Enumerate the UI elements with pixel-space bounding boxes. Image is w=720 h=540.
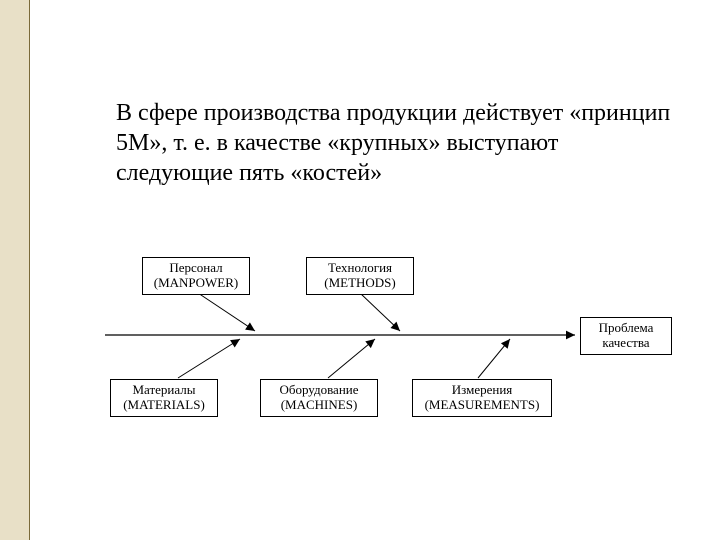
node-line2: (MANPOWER) xyxy=(149,276,243,291)
node-line2: (MATERIALS) xyxy=(117,398,211,413)
node-machines: Оборудование(MACHINES) xyxy=(260,379,378,417)
node-methods: Технология(METHODS) xyxy=(306,257,414,295)
intro-text: В сфере производства продукции действует… xyxy=(116,98,676,188)
node-measurements: Измерения(MEASUREMENTS) xyxy=(412,379,552,417)
node-materials: Материалы(MATERIALS) xyxy=(110,379,218,417)
fishbone-diagram: Персонал(MANPOWER) Технология(METHODS) Мат… xyxy=(80,245,680,445)
node-line2: качества xyxy=(587,336,665,351)
node-line2: (METHODS) xyxy=(313,276,407,291)
leftstrip-border xyxy=(29,0,30,540)
left-decor-strip xyxy=(0,0,30,540)
leftstrip-rect xyxy=(0,0,30,540)
node-problem: Проблемакачества xyxy=(580,317,672,355)
node-line1: Технология xyxy=(313,261,407,276)
node-line2: (MACHINES) xyxy=(267,398,371,413)
node-line1: Оборудование xyxy=(267,383,371,398)
node-line1: Материалы xyxy=(117,383,211,398)
node-line1: Измерения xyxy=(419,383,545,398)
node-line1: Проблема xyxy=(587,321,665,336)
slide: В сфере производства продукции действует… xyxy=(0,0,720,540)
node-manpower: Персонал(MANPOWER) xyxy=(142,257,250,295)
node-line2: (MEASUREMENTS) xyxy=(419,398,545,413)
node-line1: Персонал xyxy=(149,261,243,276)
